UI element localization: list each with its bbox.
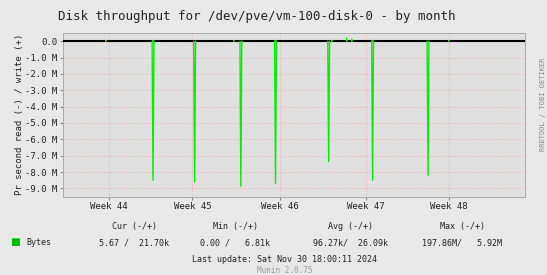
- Text: Disk throughput for /dev/pve/vm-100-disk-0 - by month: Disk throughput for /dev/pve/vm-100-disk…: [59, 10, 456, 23]
- Y-axis label: Pr second read (-) / write (+): Pr second read (-) / write (+): [15, 34, 24, 196]
- Text: 96.27k/  26.09k: 96.27k/ 26.09k: [312, 239, 388, 248]
- Text: Avg (-/+): Avg (-/+): [328, 222, 373, 231]
- Text: Max (-/+): Max (-/+): [440, 222, 485, 231]
- Text: RRDTOOL / TOBI OETIKER: RRDTOOL / TOBI OETIKER: [540, 58, 546, 151]
- Text: Munin 2.0.75: Munin 2.0.75: [257, 266, 312, 275]
- Text: Min (-/+): Min (-/+): [213, 222, 258, 231]
- Text: 0.00 /   6.81k: 0.00 / 6.81k: [200, 239, 270, 248]
- Text: 197.86M/   5.92M: 197.86M/ 5.92M: [422, 239, 502, 248]
- Text: Bytes: Bytes: [26, 238, 51, 247]
- Text: Last update: Sat Nov 30 18:00:11 2024: Last update: Sat Nov 30 18:00:11 2024: [192, 255, 377, 263]
- Text: ■: ■: [10, 237, 20, 247]
- Text: 5.67 /  21.70k: 5.67 / 21.70k: [99, 239, 169, 248]
- Text: Cur (-/+): Cur (-/+): [112, 222, 156, 231]
